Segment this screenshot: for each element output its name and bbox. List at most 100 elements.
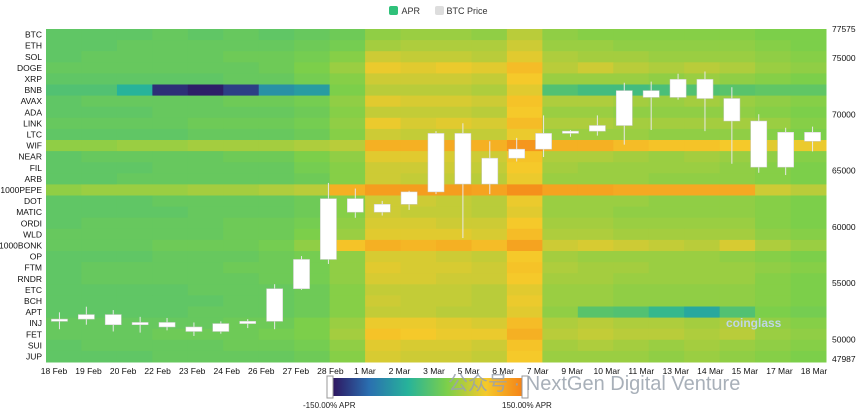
heatmap-cell [400,284,437,296]
heatmap-cell [436,228,472,241]
btc-price-legend-swatch[interactable] [434,6,444,16]
heatmap-cell [613,262,650,274]
heatmap-cell [471,262,508,274]
heatmap-cell [755,306,792,319]
heatmap-cell [471,73,508,85]
heatmap-cell [223,84,260,97]
heatmap-cell [506,62,543,74]
heatmap-cell [116,173,153,185]
heatmap-cell [506,106,543,119]
btc-price-legend-label[interactable]: BTC Price [446,5,488,16]
heatmap-cell [613,273,650,285]
heatmap-cell [471,339,508,352]
heatmap-cell [223,140,260,152]
heatmap-cell [365,184,402,196]
asset-label: OP [30,252,43,262]
heatmap-cell [46,328,82,341]
heatmap-cell [329,350,366,363]
heatmap-cell [542,295,579,307]
heatmap-cell [365,62,402,74]
heatmap-cell [258,84,295,97]
heatmap-cell [223,40,260,52]
heatmap-cell [46,251,82,263]
heatmap-cell [187,84,224,97]
heatmap-cell [506,251,543,263]
heatmap-cell [294,217,331,230]
heatmap-cell [613,251,650,263]
date-tick-label: 24 Feb [213,366,240,376]
heatmap-cell [648,62,685,74]
price-tick-label: 60000 [832,222,856,232]
heatmap-cell [790,73,827,85]
asset-label: AVAX [21,96,43,106]
heatmap-cell [365,29,402,41]
heatmap-cell [471,295,508,307]
heatmap-cell [46,273,82,285]
asset-label: LINK [23,118,42,128]
heatmap-cell [790,239,827,252]
heatmap-cell [577,29,614,41]
heatmap-cell [684,262,721,274]
date-tick-label: 6 Mar [492,366,514,376]
heatmap-cell [152,95,189,108]
heatmap-cell [542,328,579,341]
heatmap-cell [613,284,650,296]
heatmap-cell [471,117,508,130]
heatmap-cell [81,73,118,85]
heatmap-cell [542,273,579,285]
heatmap-cell [400,128,437,141]
heatmap-cell [116,206,153,219]
heatmap-cell [577,239,614,252]
price-tick-label: 77575 [832,24,856,34]
heatmap-cell [400,184,437,196]
heatmap-cell [365,317,402,330]
heatmap-cell [755,40,792,52]
heatmap-cell [81,106,118,119]
candle-body [750,120,768,168]
heatmap-cell [46,40,82,52]
heatmap-cell [471,128,508,141]
price-tick-label: 55000 [832,278,856,288]
heatmap-cell [506,228,543,241]
apr-legend-swatch[interactable] [389,6,399,16]
heatmap-cell [506,117,543,130]
heatmap-cell [329,339,366,352]
heatmap-cell [719,239,756,252]
date-tick-label: 11 Mar [628,366,654,376]
heatmap-cell [81,328,118,341]
asset-label: ARB [25,174,43,184]
heatmap-cell [684,162,721,174]
heatmap-cell [506,350,543,363]
heatmap-cell [365,162,402,174]
heatmap-cell [152,228,189,241]
heatmap-cell [471,284,508,296]
heatmap-cell [329,128,366,141]
heatmap-cell [506,95,543,108]
apr-legend-label[interactable]: APR [401,5,420,16]
heatmap-cell [613,151,650,163]
heatmap-cell [116,262,153,274]
heatmap-cell [223,273,260,285]
heatmap-cell [258,117,295,130]
heatmap-cell [152,306,189,319]
heatmap-cell [400,73,437,85]
heatmap-cell [81,262,118,274]
heatmap-cell [613,306,650,319]
heatmap-cell [329,29,366,41]
heatmap-cell [187,73,224,85]
heatmap-cell [684,173,721,185]
heatmap-cell [329,173,366,185]
heatmap-cell [187,117,224,130]
heatmap-cell [152,128,189,141]
heatmap-cell [436,140,472,152]
heatmap-cell [258,273,295,285]
heatmap-cell [116,95,153,108]
heatmap-cell [436,339,472,352]
heatmap-cell [755,217,792,230]
heatmap-cell [506,173,543,185]
heatmap-cell [684,239,721,252]
heatmap-cell [719,73,756,85]
heatmap-cell [223,295,260,307]
heatmap-cell [81,251,118,263]
asset-label: RNDR [17,274,42,284]
